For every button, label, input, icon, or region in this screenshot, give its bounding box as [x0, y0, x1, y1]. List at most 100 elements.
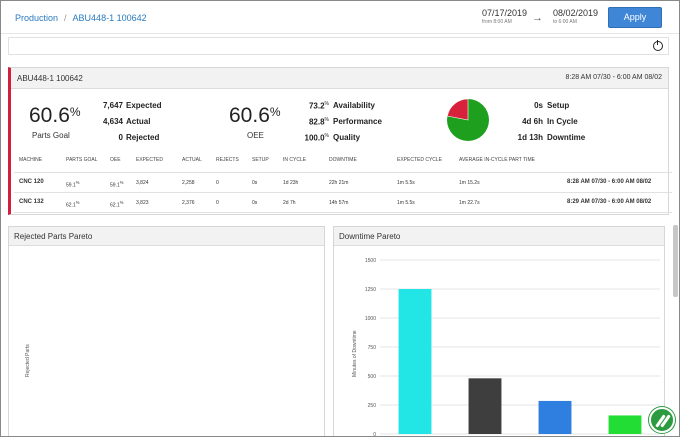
cell-in-cycle: 1d 23h [283, 180, 299, 186]
summary-card: ABU448-1 100642 8:28 AM 07/30 - 6:00 AM … [8, 67, 672, 215]
arrow-right-icon: → [532, 12, 543, 24]
y-tick-label: 250 [368, 403, 377, 409]
cell-avg-part-time: 1m 22.7s [459, 200, 480, 206]
cell-in-cycle: 2d 7h [283, 200, 296, 206]
start-date-picker[interactable]: 07/17/2019 from 8:00 AM [482, 8, 527, 25]
y-tick-label: 500 [368, 374, 377, 380]
power-icon[interactable] [653, 40, 663, 51]
expected-value: 7,647 [102, 101, 123, 110]
setup-value: 0s [534, 101, 543, 110]
table-header-divider [14, 172, 672, 173]
col-header-oee: OEE [110, 157, 121, 163]
breadcrumb-current-link[interactable]: ABU448-1 100642 [72, 13, 147, 23]
rejected-pareto-panel: Rejected Parts Pareto Rejected Parts [8, 226, 325, 436]
cell-setup: 0s [252, 180, 258, 186]
y-tick-label: 750 [368, 345, 377, 351]
quality-value: 100.0% [304, 133, 329, 143]
cell-oee: 62.1% [110, 200, 124, 209]
downtime-pareto-chart: 0 250 500 750 1000 1250 1500 Minutes of Downtim… [352, 258, 660, 437]
col-header-machine: MACHINE [19, 157, 43, 163]
breadcrumb: Production / ABU448-1 100642 [15, 13, 147, 23]
end-time: to 6:00 AM [553, 19, 577, 25]
parts-goal-number: 60.6 [29, 104, 70, 127]
downtime-bar[interactable] [398, 289, 432, 434]
col-header-downtime: DOWNTIME [329, 157, 357, 163]
setup-label: Setup [547, 101, 570, 110]
cell-downtime: 14h 57m [329, 200, 349, 206]
cell-expected: 3,823 [136, 200, 149, 206]
oee-number: 60.6 [229, 104, 270, 127]
downtime-bar[interactable] [468, 378, 502, 434]
quality-label: Quality [333, 133, 361, 142]
breadcrumb-root-link[interactable]: Production [15, 13, 59, 23]
cell-machine[interactable]: CNC 120 [19, 179, 44, 185]
y-tick-label: 1000 [365, 316, 376, 322]
cell-actual: 2,258 [182, 180, 195, 186]
scrollbar[interactable] [673, 225, 678, 297]
brand-logo-icon [649, 407, 675, 433]
cell-downtime: 22h 21m [329, 180, 349, 186]
downtime-bar[interactable] [538, 400, 572, 434]
in-cycle-value: 4d 6h [522, 117, 543, 126]
cell-oee: 59.1% [110, 180, 124, 189]
in-cycle-label: In Cycle [547, 117, 578, 126]
col-header-setup: SETUP [252, 157, 269, 163]
downtime-bar[interactable] [608, 415, 642, 434]
cell-setup: 0s [252, 200, 258, 206]
y-axis-label: Minutes of Downtime [352, 330, 358, 377]
start-date: 07/17/2019 [482, 8, 528, 18]
cell-expected: 3,824 [136, 180, 149, 186]
cell-rejects: 0 [216, 200, 219, 206]
summary-card-range: 8:28 AM 07/30 - 6:00 AM 08/02 [565, 74, 662, 81]
y-tick-label: 0 [373, 432, 376, 437]
rejected-value: 0 [118, 133, 123, 142]
col-header-expected-cycle: EXPECTED CYCLE [397, 157, 443, 163]
rejected-label: Rejected [126, 133, 160, 142]
cell-range: 8:28 AM 07/30 - 6:00 AM 08/02 [567, 179, 652, 185]
oee-label: OEE [247, 131, 264, 140]
toolbar-strip [8, 37, 669, 55]
col-header-rejects: REJECTS [216, 157, 239, 163]
performance-value: 82.8% [308, 117, 329, 127]
y-tick-label: 1500 [365, 258, 376, 264]
top-bar: Production / ABU448-1 100642 07/17/2019 fr… [1, 1, 679, 34]
downtime-pareto-panel: Downtime Pareto 0 250 500 750 1000 1250 1500 Mi… [333, 226, 665, 437]
actual-label: Actual [126, 117, 151, 126]
downtime-label: Downtime [547, 133, 586, 142]
col-header-in-cycle: IN CYCLE [283, 157, 307, 163]
table-row[interactable]: CNC 120 59.1% 59.1% 3,824 2,258 0 0s 1d … [14, 173, 672, 193]
col-header-expected: EXPECTED [136, 157, 163, 163]
downtime-value: 1d 13h [517, 133, 543, 142]
cell-parts-goal: 62.1% [66, 200, 80, 209]
y-tick-label: 1250 [365, 287, 376, 293]
downtime-pareto-title: Downtime Pareto [334, 227, 664, 246]
start-time: from 8:00 AM [482, 19, 512, 25]
oee-unit: % [269, 105, 281, 119]
parts-goal-unit: % [69, 105, 81, 119]
parts-goal-label: Parts Goal [32, 131, 70, 140]
cell-actual: 2,376 [182, 200, 195, 206]
col-header-actual: ACTUAL [182, 157, 202, 163]
cell-expected-cycle: 1m 5.5s [397, 180, 415, 186]
cell-parts-goal: 59.1% [66, 180, 80, 189]
performance-label: Performance [333, 117, 382, 126]
pie-slice-downtime [447, 98, 469, 121]
rejected-pareto-ylabel: Rejected Parts [25, 344, 31, 377]
expected-label: Expected [126, 101, 162, 110]
cell-avg-part-time: 1m 15.2s [459, 180, 480, 186]
end-date-picker[interactable]: 08/02/2019 to 6:00 AM [553, 8, 598, 25]
table-row[interactable]: CNC 132 62.1% 62.1% 3,823 2,376 0 0s 2d … [14, 193, 672, 213]
cell-machine[interactable]: CNC 132 [19, 199, 44, 205]
apply-button[interactable]: Apply [608, 7, 662, 28]
cell-range: 8:29 AM 07/30 - 6:00 AM 08/02 [567, 199, 652, 205]
rejected-pareto-title: Rejected Parts Pareto [9, 227, 324, 246]
availability-label: Availability [333, 101, 375, 110]
cycle-pie-chart [447, 98, 489, 141]
parts-goal-value: 60.6% [29, 104, 81, 128]
availability-value: 73.2% [308, 101, 329, 111]
cell-expected-cycle: 1m 5.5s [397, 200, 415, 206]
oee-value: 60.6% [229, 104, 281, 128]
cell-rejects: 0 [216, 180, 219, 186]
col-header-avg-part-time: AVERAGE IN-CYCLE PART TIME [459, 157, 535, 163]
